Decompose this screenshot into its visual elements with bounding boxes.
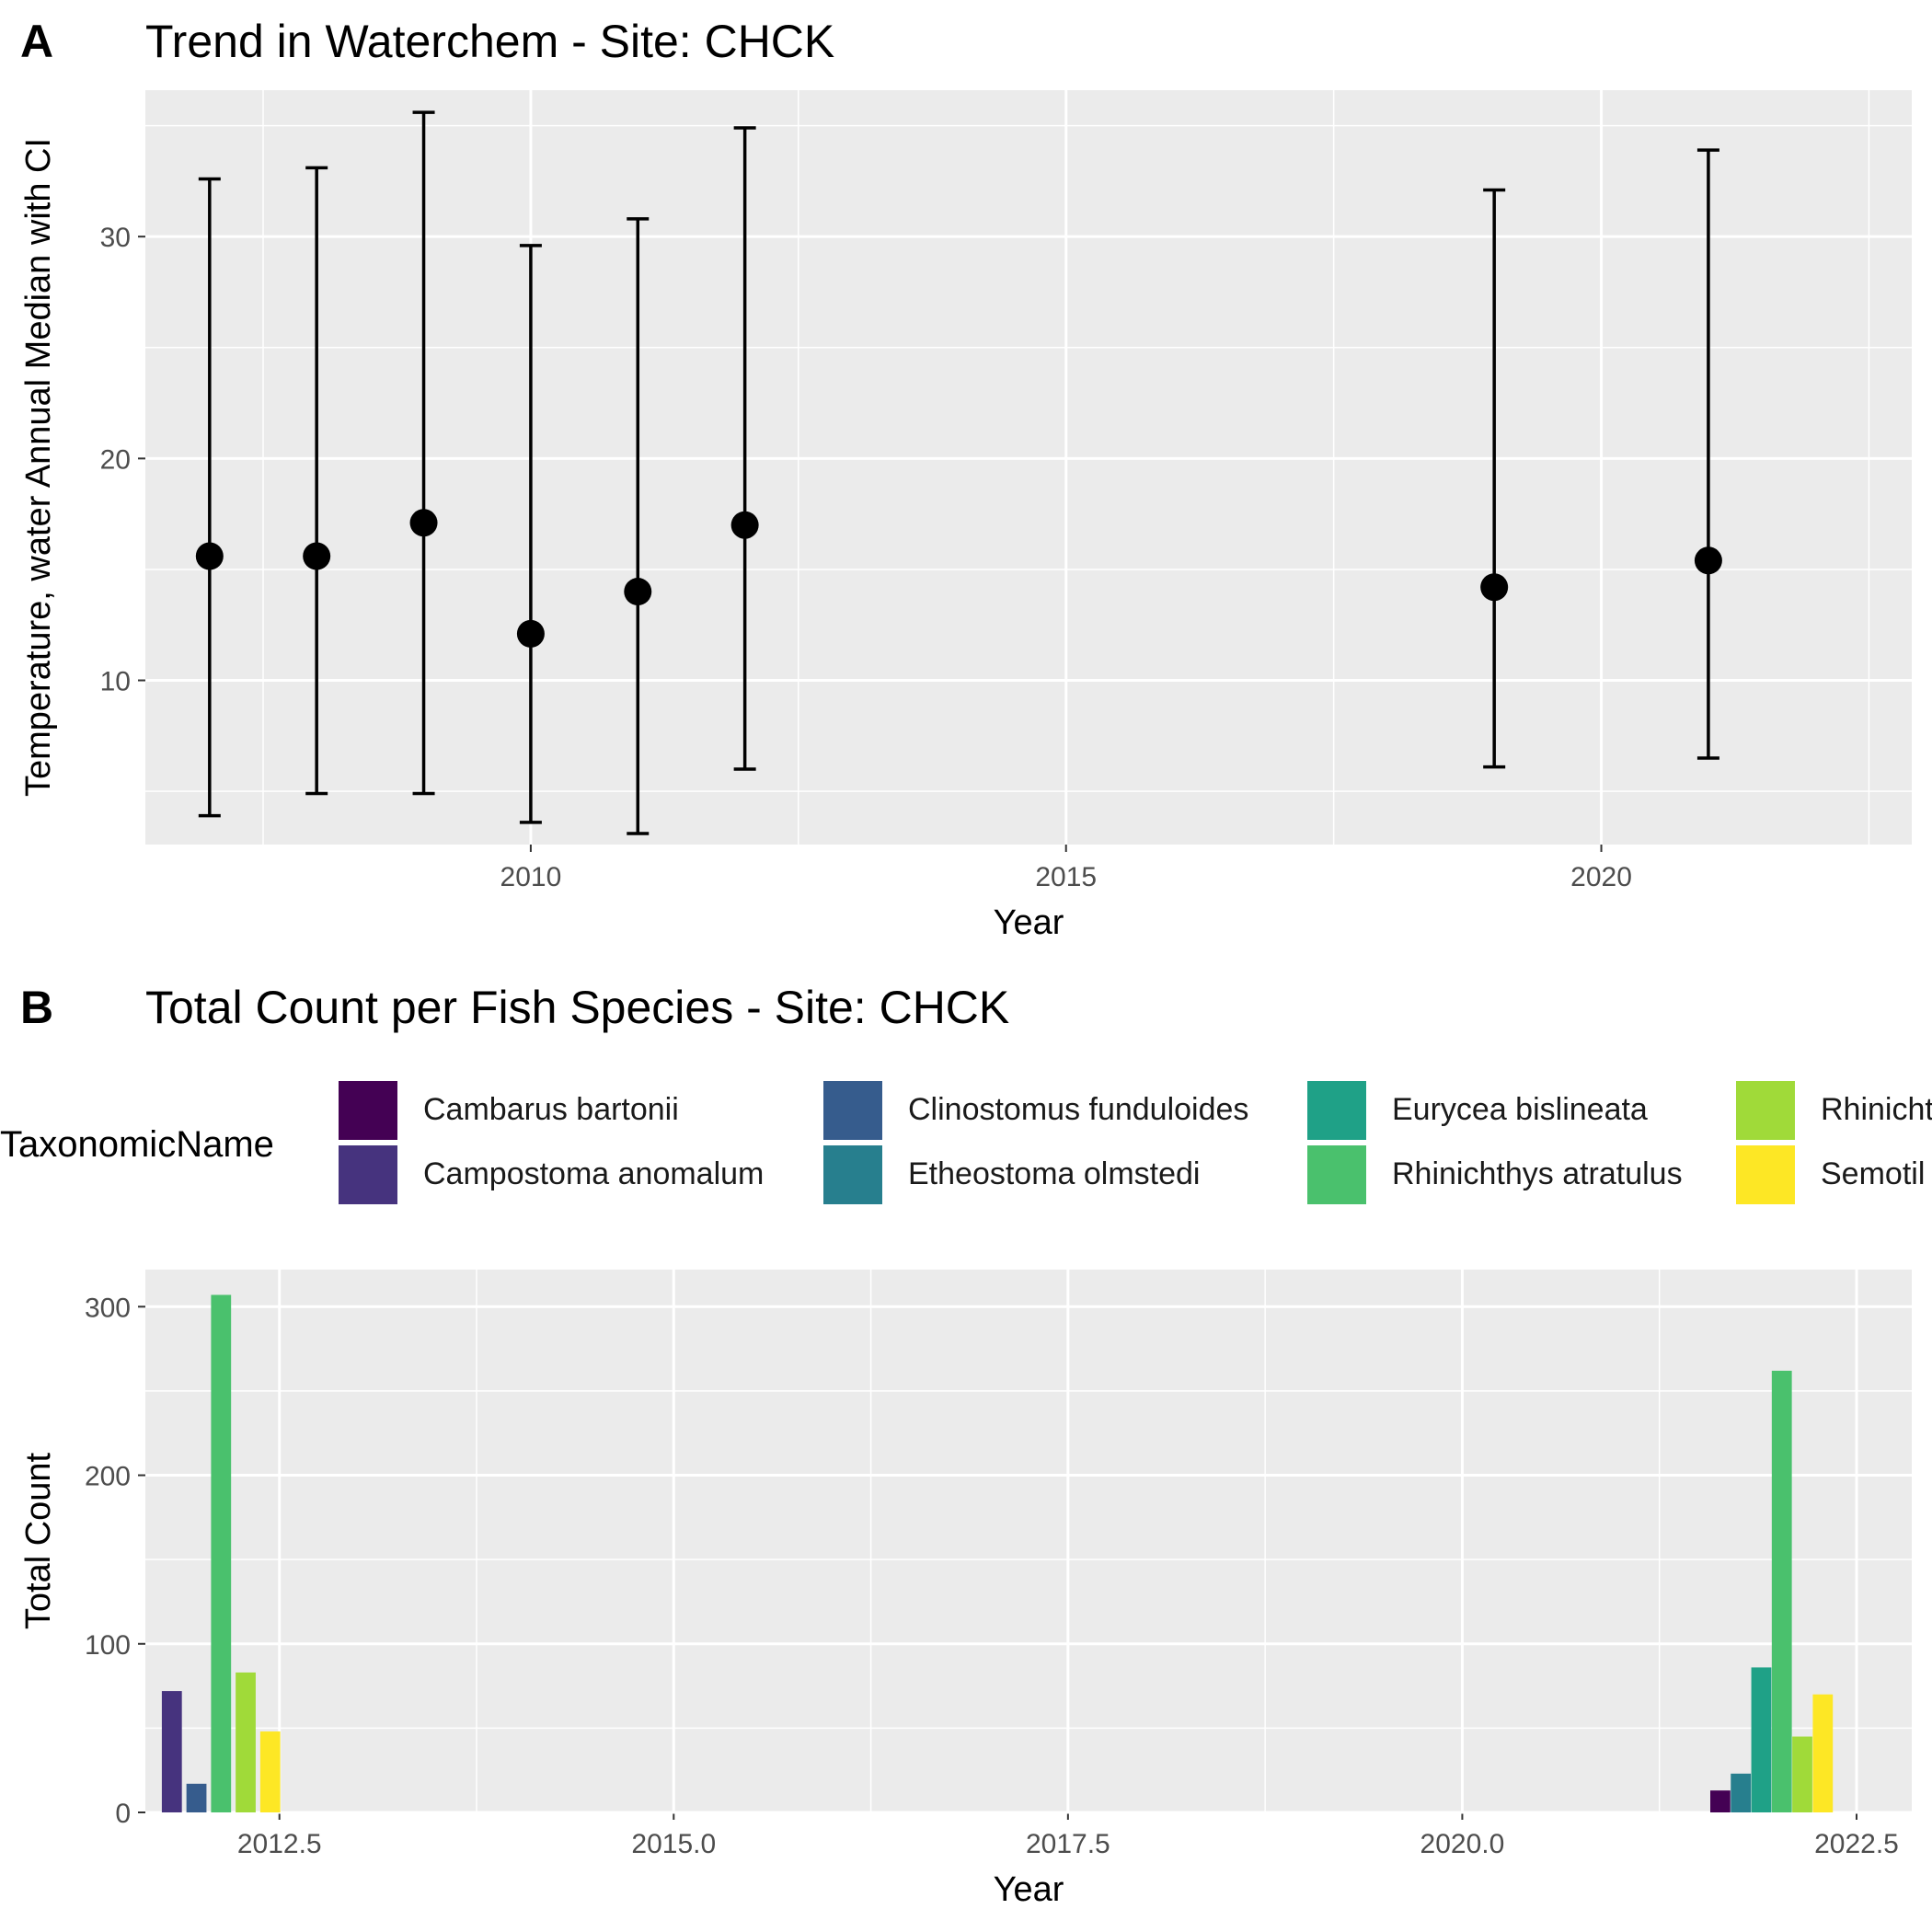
legend-label: Semotil: [1821, 1156, 1926, 1191]
legend-label: Clinostomus funduloides: [908, 1092, 1249, 1127]
legend-swatch: [337, 1079, 399, 1142]
panel-a-y-axis-title: Temperature, water Annual Median with CI: [19, 138, 58, 797]
legend-swatch: [1305, 1079, 1368, 1142]
legend-swatch: [822, 1144, 884, 1206]
panel-b-bar: [161, 1691, 182, 1812]
panel-a-x-tick-label: 2010: [500, 862, 562, 892]
panel-b-bar: [211, 1294, 232, 1812]
panel-b-y-axis-title: Total Count: [19, 1452, 58, 1629]
panel-a-background: [145, 90, 1912, 845]
panel-b-y-tick-label: 300: [85, 1293, 131, 1323]
legend-item: Semotil: [1734, 1144, 1932, 1206]
panel-b-bar: [259, 1731, 281, 1812]
panel-a-y-tick-label: 10: [100, 667, 131, 697]
legend-swatch: [1305, 1144, 1368, 1206]
legend-swatch: [822, 1079, 884, 1142]
panel-b-background: [145, 1270, 1912, 1812]
legend-item: Cambarus bartonii: [337, 1079, 1932, 1142]
panel-a-data-point: [303, 542, 331, 570]
legend-item: Eurycea bislineata: [1305, 1079, 1932, 1142]
panel-b-x-tick-label: 2012.5: [237, 1829, 322, 1859]
panel-a-data-point: [195, 542, 224, 570]
panel-b-bar: [1812, 1694, 1834, 1812]
panel-a-data-point: [624, 578, 652, 606]
panel-a-y-tick-label: 30: [100, 223, 131, 253]
panel-a-x-tick-label: 2015: [1035, 862, 1097, 892]
panel-a-x-tick-label: 2020: [1570, 862, 1632, 892]
panel-a-x-axis-title: Year: [994, 903, 1064, 942]
panel-b-title: Total Count per Fish Species - Site: CHC…: [145, 982, 1010, 1033]
panel-b-x-tick-label: 2017.5: [1026, 1829, 1110, 1859]
legend-swatch: [1734, 1144, 1797, 1206]
panel-b-y-tick-label: 200: [85, 1462, 131, 1492]
legend-label: Rhinicht: [1821, 1092, 1932, 1127]
legend-label: Etheostoma olmstedi: [908, 1156, 1201, 1191]
panel-a-data-point: [730, 511, 759, 539]
panel-b-x-tick-label: 2022.5: [1814, 1829, 1899, 1859]
panel-a-plot: 2010 2015 2020 10 20 30 Year Temperature, water…: [19, 90, 1912, 942]
panel-b-bar: [1731, 1773, 1752, 1812]
panel-b-bar: [1771, 1370, 1792, 1812]
panel-a-data-point: [1694, 546, 1722, 575]
legend-title: TaxonomicName: [0, 1124, 274, 1165]
panel-b-y-tick-label: 0: [115, 1799, 131, 1829]
legend-item: Etheostoma olmstedi: [822, 1144, 1932, 1206]
panel-b-bar: [186, 1783, 207, 1812]
legend-item: Rhinichthys atratulus: [1305, 1144, 1932, 1206]
legend-label: Cambarus bartonii: [423, 1092, 679, 1127]
legend-swatch: [337, 1144, 399, 1206]
panel-b-bar: [1792, 1736, 1812, 1812]
legend-label: Eurycea bislineata: [1392, 1092, 1648, 1127]
legend-swatch: [1734, 1079, 1797, 1142]
panel-b-bar: [236, 1672, 256, 1812]
panel-b-y-tick-label: 100: [85, 1630, 131, 1661]
panel-a-data-point: [409, 509, 438, 537]
panel-b-x-tick-label: 2015.0: [631, 1829, 716, 1859]
legend-label: Campostoma anomalum: [423, 1156, 765, 1191]
legend-item: Clinostomus funduloides: [822, 1079, 1932, 1142]
panel-b-bar: [1710, 1790, 1731, 1812]
panel-b-tag: B: [20, 982, 54, 1033]
legend-label: Rhinichthys atratulus: [1392, 1156, 1683, 1191]
panel-b-bar: [1751, 1667, 1772, 1812]
panel-a-data-point: [1480, 573, 1509, 602]
panel-a-title: Trend in Waterchem - Site: CHCK: [145, 16, 835, 67]
panel-a-y-tick-label: 20: [100, 444, 131, 475]
legend-item: Campostoma anomalum: [337, 1144, 1932, 1206]
legend-item: Rhinicht: [1734, 1079, 1932, 1142]
panel-b-x-axis-title: Year: [994, 1870, 1064, 1909]
panel-a-tag: A: [20, 16, 54, 67]
panel-b-x-tick-label: 2020.0: [1420, 1829, 1505, 1859]
panel-a-data-point: [516, 619, 545, 648]
